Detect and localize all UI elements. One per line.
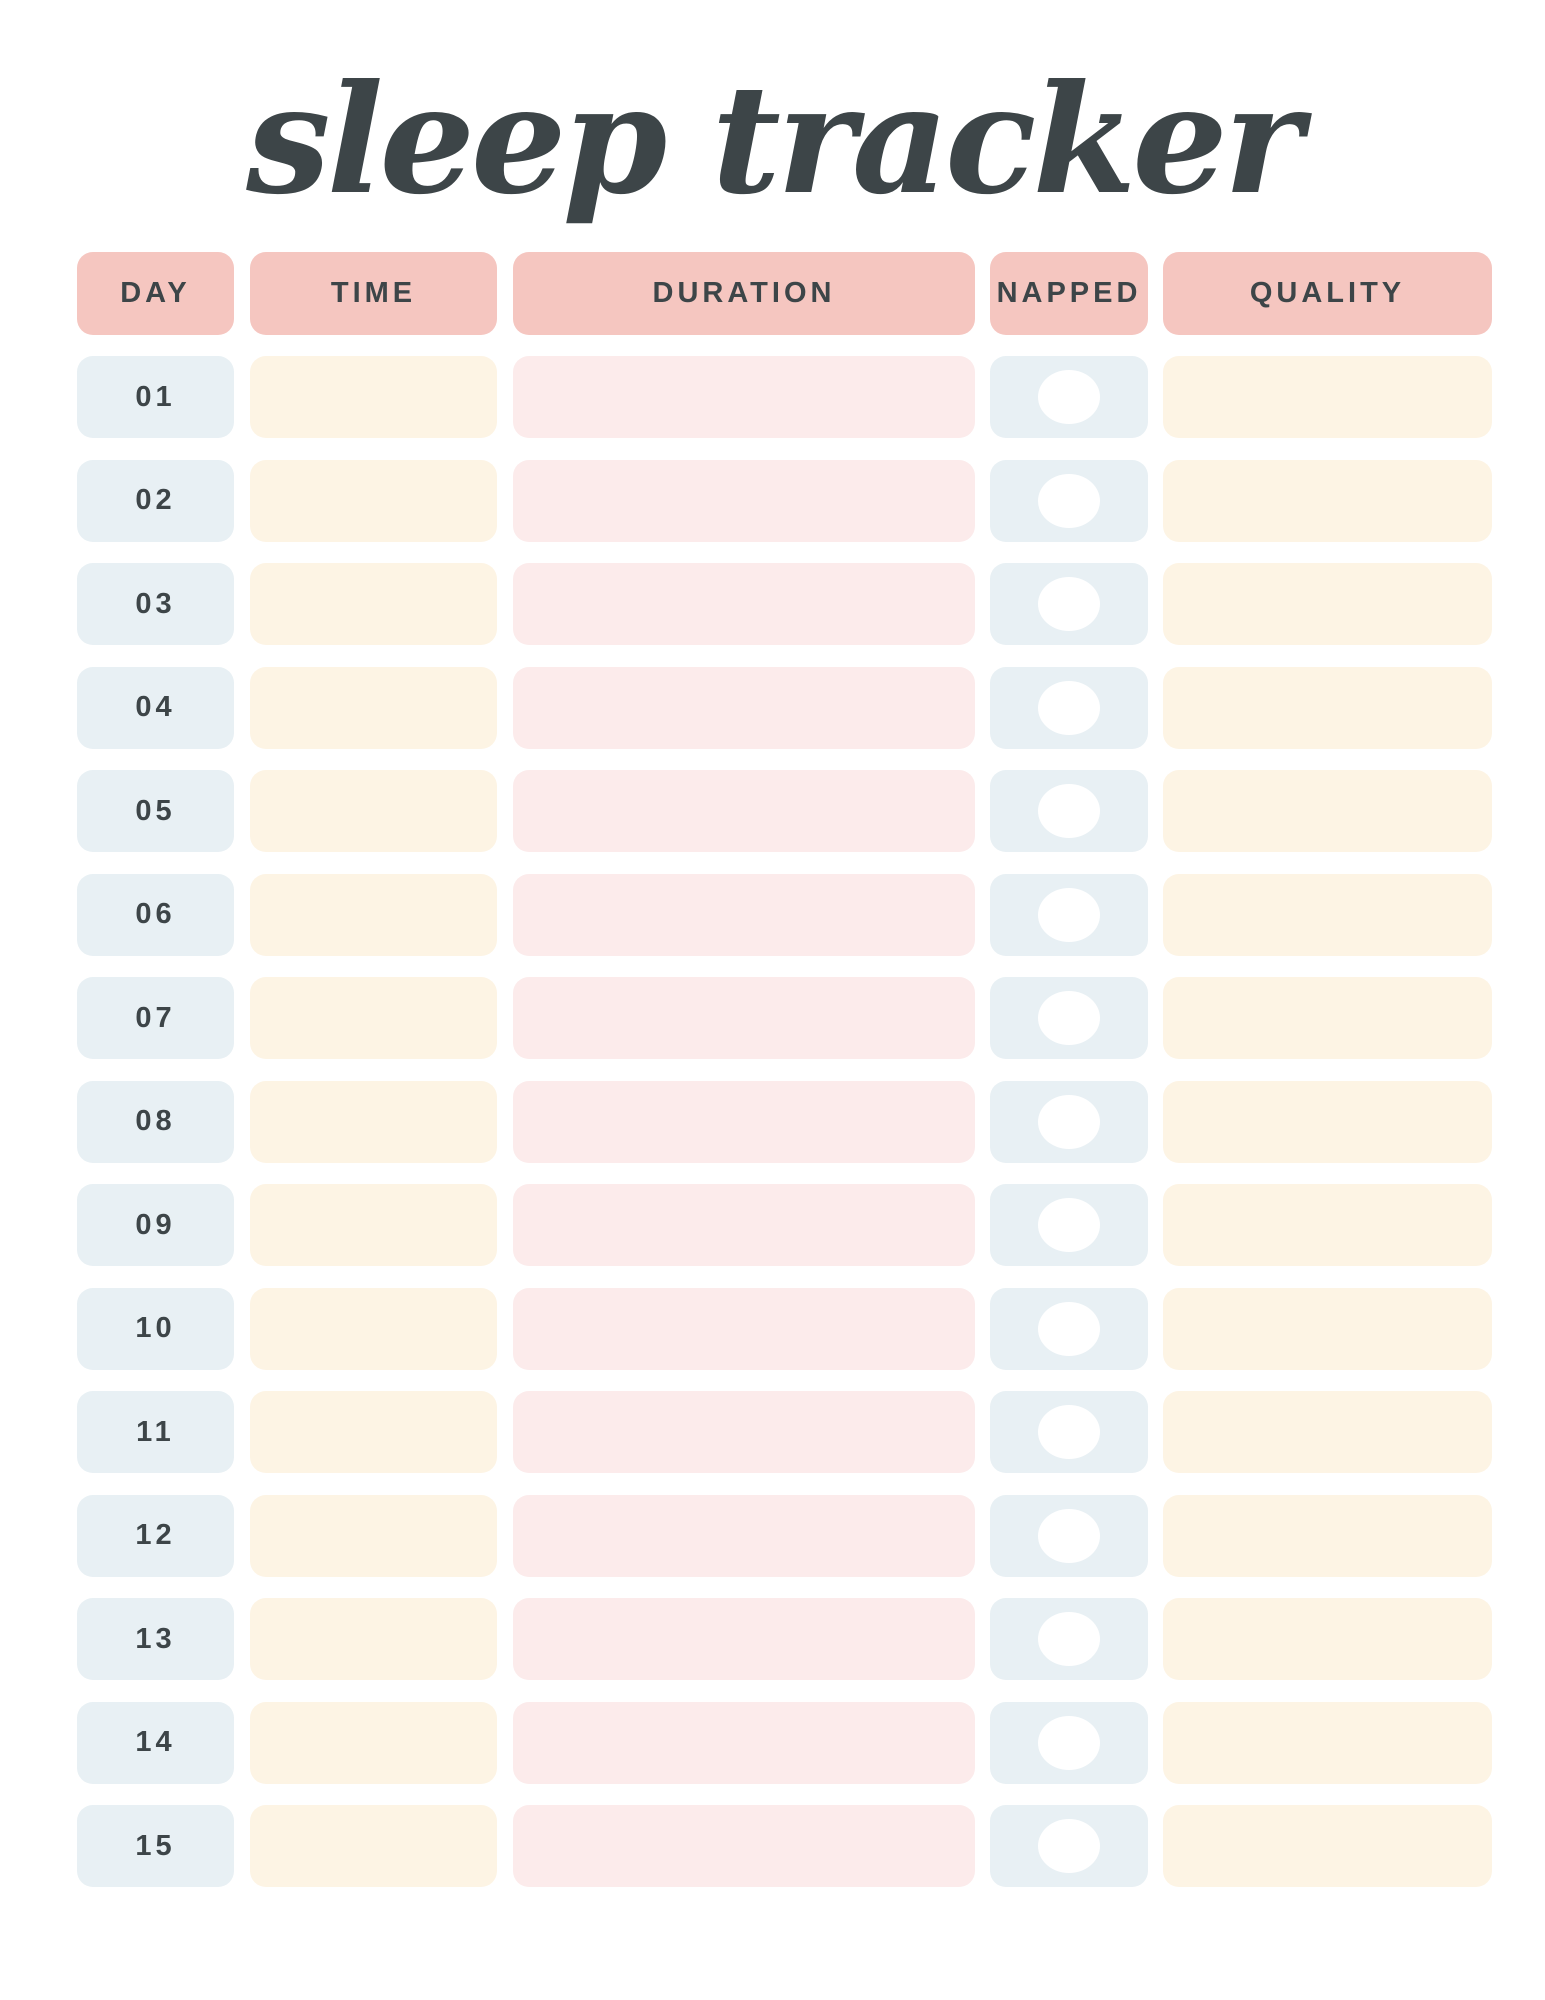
napped-cell (990, 770, 1148, 852)
day-cell: 09 (77, 1184, 234, 1266)
quality-field[interactable] (1163, 666, 1492, 749)
quality-field[interactable] (1163, 1080, 1492, 1163)
day-cell: 14 (77, 1701, 234, 1784)
napped-cell (990, 1391, 1148, 1473)
napped-cell (990, 459, 1148, 542)
duration-field[interactable] (513, 977, 975, 1059)
napped-cell (990, 977, 1148, 1059)
day-cell: 02 (77, 459, 234, 542)
napped-cell (990, 1805, 1148, 1887)
duration-field[interactable] (513, 666, 975, 749)
quality-field[interactable] (1163, 563, 1492, 645)
duration-field[interactable] (513, 356, 975, 438)
day-cell: 12 (77, 1494, 234, 1577)
napped-checkbox[interactable] (1038, 370, 1100, 424)
quality-field[interactable] (1163, 1287, 1492, 1370)
duration-field[interactable] (513, 770, 975, 852)
quality-field[interactable] (1163, 1805, 1492, 1887)
day-cell: 13 (77, 1598, 234, 1680)
time-field[interactable] (250, 459, 497, 542)
time-field[interactable] (250, 1287, 497, 1370)
header-napped: NAPPED (990, 252, 1148, 335)
napped-checkbox[interactable] (1038, 784, 1100, 838)
napped-checkbox[interactable] (1038, 1819, 1100, 1873)
time-field[interactable] (250, 563, 497, 645)
napped-checkbox[interactable] (1038, 1301, 1100, 1356)
time-field[interactable] (250, 356, 497, 438)
day-cell: 06 (77, 873, 234, 956)
quality-field[interactable] (1163, 1184, 1492, 1266)
time-field[interactable] (250, 1701, 497, 1784)
day-cell: 05 (77, 770, 234, 852)
duration-field[interactable] (513, 1805, 975, 1887)
time-field[interactable] (250, 977, 497, 1059)
time-field[interactable] (250, 1080, 497, 1163)
napped-checkbox[interactable] (1038, 991, 1100, 1045)
duration-field[interactable] (513, 1287, 975, 1370)
napped-checkbox[interactable] (1038, 1094, 1100, 1149)
duration-field[interactable] (513, 1391, 975, 1473)
duration-field[interactable] (513, 1598, 975, 1680)
duration-field[interactable] (513, 563, 975, 645)
day-cell: 11 (77, 1391, 234, 1473)
napped-checkbox[interactable] (1038, 680, 1100, 735)
napped-checkbox[interactable] (1038, 473, 1100, 528)
napped-cell (990, 1080, 1148, 1163)
header-day: DAY (77, 252, 234, 335)
time-field[interactable] (250, 1494, 497, 1577)
napped-checkbox[interactable] (1038, 1508, 1100, 1563)
duration-field[interactable] (513, 1701, 975, 1784)
quality-field[interactable] (1163, 1391, 1492, 1473)
duration-field[interactable] (513, 1184, 975, 1266)
quality-field[interactable] (1163, 1598, 1492, 1680)
napped-cell (990, 666, 1148, 749)
duration-field[interactable] (513, 873, 975, 956)
duration-field[interactable] (513, 1494, 975, 1577)
time-field[interactable] (250, 770, 497, 852)
day-cell: 03 (77, 563, 234, 645)
day-cell: 08 (77, 1080, 234, 1163)
napped-cell (990, 873, 1148, 956)
napped-cell (990, 1287, 1148, 1370)
page-title: sleep tracker (246, 52, 1303, 228)
duration-field[interactable] (513, 1080, 975, 1163)
quality-field[interactable] (1163, 1701, 1492, 1784)
napped-checkbox[interactable] (1038, 1405, 1100, 1459)
duration-field[interactable] (513, 459, 975, 542)
time-field[interactable] (250, 1805, 497, 1887)
napped-cell (990, 563, 1148, 645)
napped-cell (990, 1494, 1148, 1577)
napped-cell (990, 356, 1148, 438)
header-time: TIME (250, 252, 497, 335)
day-cell: 01 (77, 356, 234, 438)
time-field[interactable] (250, 666, 497, 749)
quality-field[interactable] (1163, 977, 1492, 1059)
napped-cell (990, 1184, 1148, 1266)
napped-checkbox[interactable] (1038, 887, 1100, 942)
napped-checkbox[interactable] (1038, 1715, 1100, 1770)
time-field[interactable] (250, 1598, 497, 1680)
day-cell: 10 (77, 1287, 234, 1370)
quality-field[interactable] (1163, 356, 1492, 438)
napped-cell (990, 1701, 1148, 1784)
time-field[interactable] (250, 1391, 497, 1473)
header-duration: DURATION (513, 252, 975, 335)
napped-checkbox[interactable] (1038, 1612, 1100, 1666)
napped-cell (990, 1598, 1148, 1680)
quality-field[interactable] (1163, 873, 1492, 956)
quality-field[interactable] (1163, 770, 1492, 852)
quality-field[interactable] (1163, 459, 1492, 542)
quality-field[interactable] (1163, 1494, 1492, 1577)
time-field[interactable] (250, 873, 497, 956)
time-field[interactable] (250, 1184, 497, 1266)
napped-checkbox[interactable] (1038, 577, 1100, 631)
day-cell: 15 (77, 1805, 234, 1887)
napped-checkbox[interactable] (1038, 1198, 1100, 1252)
day-cell: 04 (77, 666, 234, 749)
day-cell: 07 (77, 977, 234, 1059)
header-quality: QUALITY (1163, 252, 1492, 335)
